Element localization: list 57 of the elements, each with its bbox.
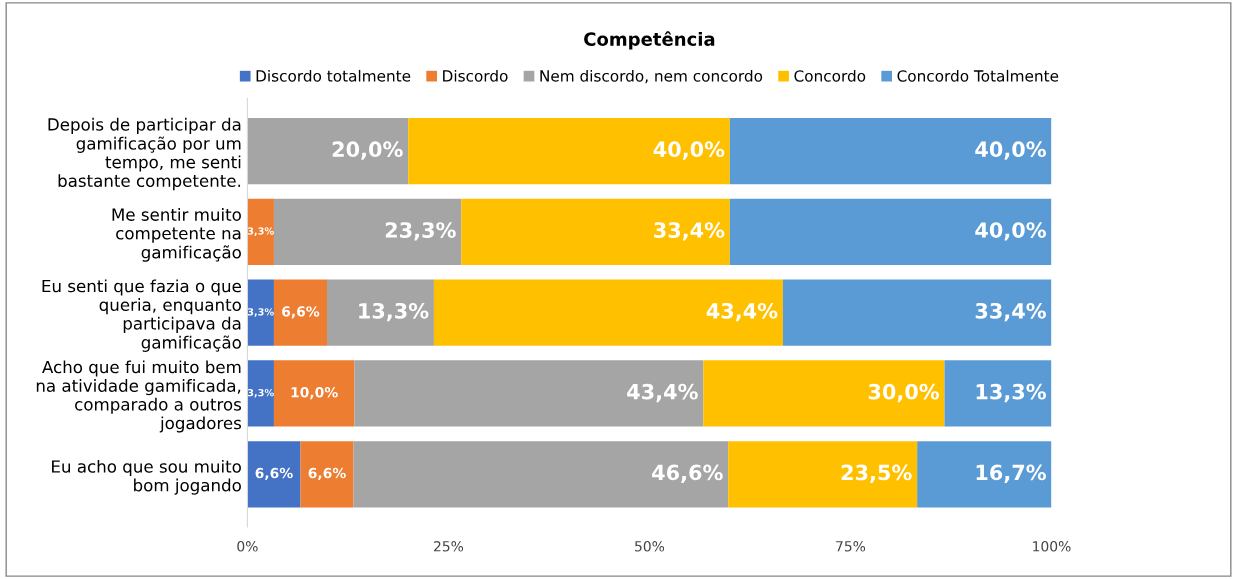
- bar: [703, 360, 945, 427]
- chart-title: Competência: [584, 31, 715, 50]
- data-label: 23,3%: [385, 222, 456, 241]
- bar: [461, 198, 730, 265]
- data-label: 20,0%: [332, 141, 403, 160]
- y-tick-label: Acho que fui muito bem na atividade gamificada, comparado a outros jogadores: [36, 360, 242, 433]
- bar: [408, 117, 730, 185]
- legend-label: Nem discordo, nem concordo: [540, 69, 763, 84]
- data-label: 23,5%: [841, 464, 912, 483]
- bar: [782, 279, 1052, 346]
- bar: [917, 441, 1052, 508]
- data-label: 10,0%: [291, 387, 338, 400]
- data-label: 13,3%: [359, 302, 429, 322]
- data-label: 46,6%: [652, 464, 723, 483]
- x-tick-label: 75%: [836, 541, 866, 552]
- data-label: 13,3%: [976, 383, 1046, 403]
- bar: [729, 198, 1052, 265]
- bar: [273, 279, 327, 346]
- legend-label: Discordo: [443, 69, 508, 82]
- y-tick-label: Depois de participar da gamificação por um tempo, me senti bastante competente.: [48, 117, 241, 191]
- legend-label: Concordo Totalmente: [897, 69, 1059, 82]
- bar: [729, 117, 1052, 185]
- data-label: 33,4%: [654, 222, 725, 241]
- bar: [354, 360, 704, 427]
- y-tick-label: Me sentir muito competente na gamificação: [112, 207, 241, 262]
- bar: [300, 441, 354, 508]
- y-tick-label: Eu senti que fazia o que queria, enquanto participava da gamificação: [42, 279, 241, 352]
- bar: [433, 279, 783, 346]
- data-label: 40,0%: [975, 222, 1046, 241]
- data-label: 33,4%: [975, 302, 1046, 322]
- bar: [247, 279, 274, 346]
- bar: [247, 117, 409, 185]
- bar: [273, 360, 355, 427]
- x-tick-label: 50%: [635, 541, 665, 552]
- data-label: 6,6%: [282, 306, 320, 319]
- bar: [247, 360, 274, 427]
- data-label: 16,7%: [976, 464, 1046, 483]
- bar: [247, 441, 301, 508]
- bar: [353, 441, 729, 508]
- bar: [728, 441, 918, 508]
- data-label: 43,4%: [706, 302, 778, 322]
- x-tick-label: 25%: [434, 541, 464, 552]
- data-label: 6,6%: [308, 467, 346, 481]
- data-label: 6,6%: [255, 467, 293, 481]
- bar: [247, 198, 274, 265]
- data-label: 40,0%: [653, 141, 725, 160]
- data-label: 43,4%: [627, 383, 698, 403]
- x-tick-label: 100%: [1033, 541, 1071, 552]
- legend-label: Concordo: [794, 69, 866, 82]
- y-tick-label: Eu acho que sou muito bom jogando: [52, 459, 241, 495]
- bar: [944, 360, 1052, 427]
- data-label: 40,0%: [975, 141, 1046, 160]
- legend-label: Discordo totalmente: [256, 69, 411, 82]
- data-label: 30,0%: [868, 383, 940, 403]
- bar: [273, 198, 462, 265]
- bar: [327, 279, 434, 346]
- x-tick-label: 0%: [237, 541, 258, 552]
